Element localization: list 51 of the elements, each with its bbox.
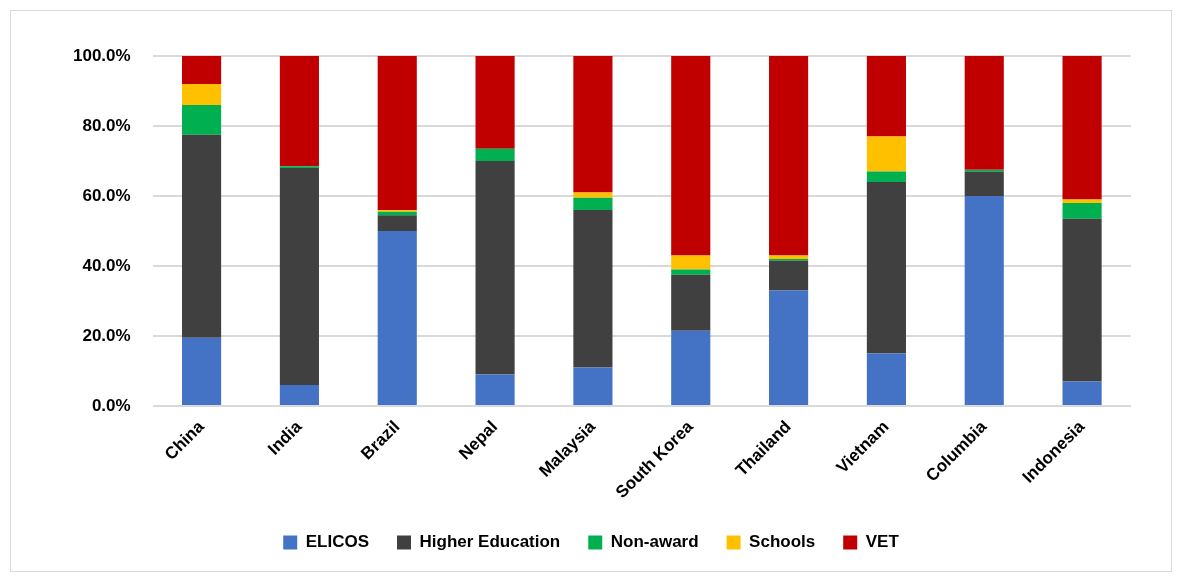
bar <box>671 330 711 406</box>
y-tick-label: 80.0% <box>82 115 131 135</box>
bar <box>573 210 613 368</box>
bar <box>671 274 711 331</box>
y-tick-label: 20.0% <box>82 325 131 345</box>
bar <box>769 260 809 291</box>
bar <box>866 136 906 172</box>
bar <box>671 255 711 270</box>
bar <box>182 134 222 338</box>
bar <box>182 105 222 135</box>
bar <box>1062 56 1102 200</box>
bar <box>671 56 711 256</box>
bar <box>377 56 417 211</box>
bar <box>279 385 319 406</box>
bar <box>866 353 906 406</box>
bar <box>1062 203 1102 219</box>
y-tick-label: 0.0% <box>91 395 131 415</box>
y-tick-label: 40.0% <box>82 255 131 275</box>
bar <box>573 192 613 198</box>
y-tick-label: 100.0% <box>72 45 131 65</box>
bar <box>475 161 515 375</box>
bar <box>769 290 809 406</box>
legend-label: ELICOS <box>305 532 370 552</box>
bar <box>475 374 515 406</box>
bar <box>573 56 613 193</box>
bar <box>573 367 613 406</box>
legend-label: Higher Education <box>419 532 561 552</box>
bar <box>377 231 417 406</box>
bar <box>279 168 319 386</box>
bar <box>1062 218 1102 382</box>
bar <box>377 215 417 232</box>
bar <box>475 148 515 162</box>
bar <box>182 84 222 106</box>
bar <box>182 337 222 406</box>
bar <box>964 171 1004 197</box>
legend-label: Schools <box>749 532 816 552</box>
bar <box>866 182 906 354</box>
legend-label: VET <box>865 532 900 552</box>
bar <box>475 56 515 149</box>
legend-label: Non-award <box>610 532 699 552</box>
bar <box>1062 381 1102 406</box>
bar <box>769 56 809 256</box>
bar <box>866 171 906 183</box>
bar <box>671 269 711 275</box>
bar <box>279 56 319 167</box>
bar <box>573 197 613 211</box>
bar <box>964 56 1004 170</box>
bar <box>964 196 1004 406</box>
bar <box>182 56 222 85</box>
y-tick-label: 60.0% <box>82 185 131 205</box>
bar <box>866 56 906 137</box>
